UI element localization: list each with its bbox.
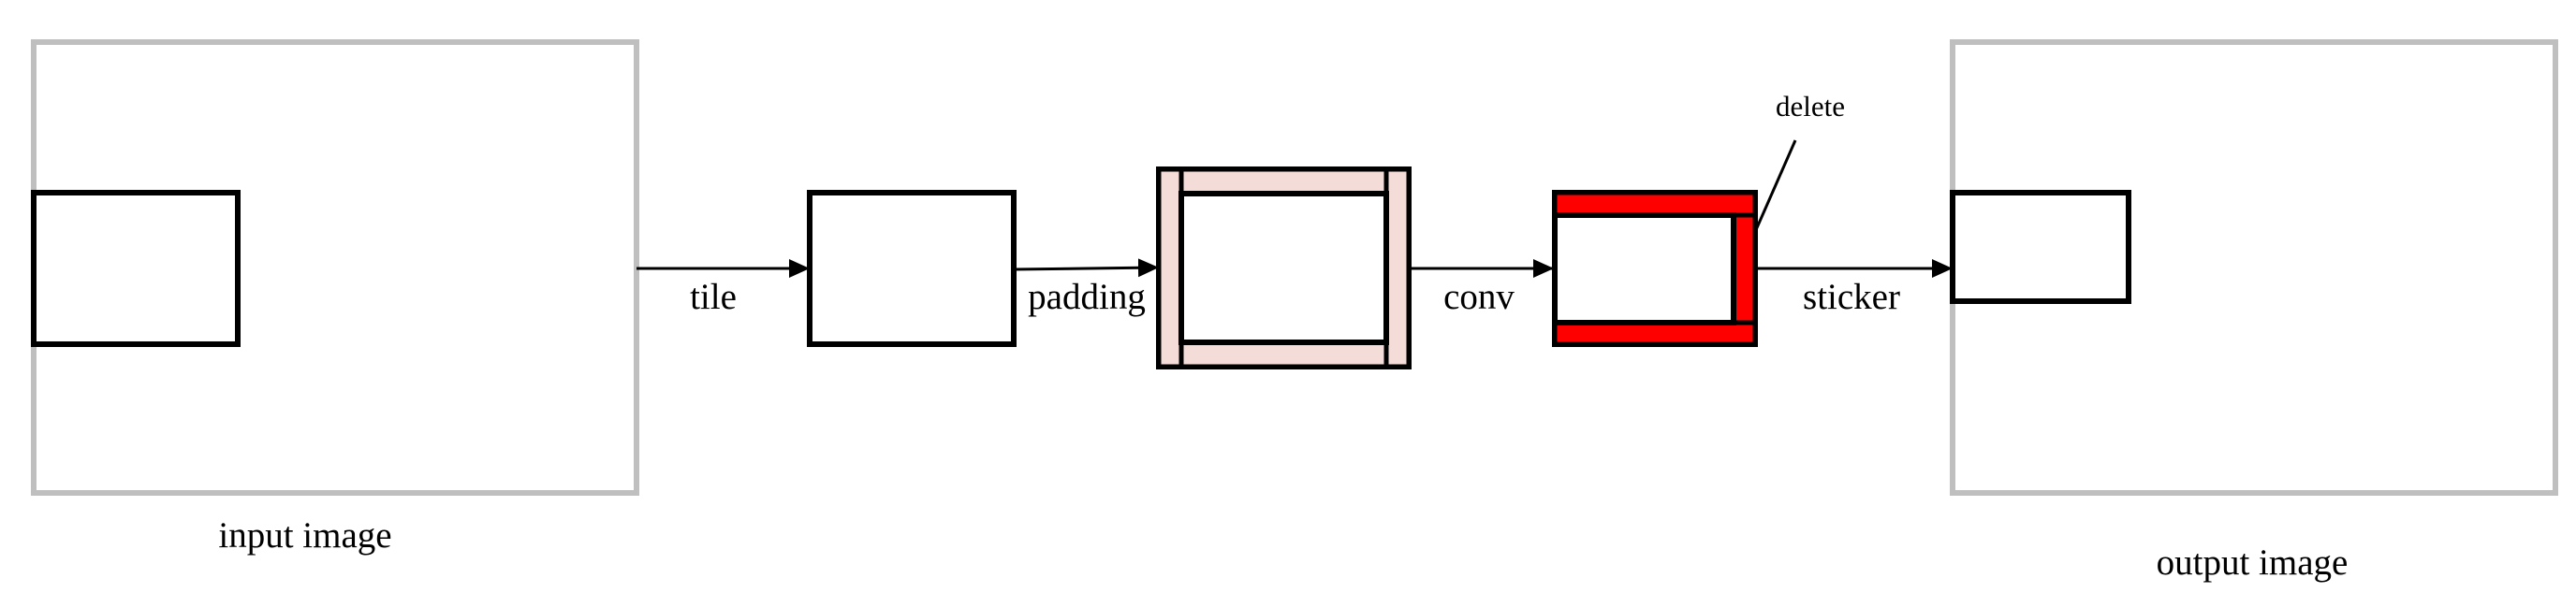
delete-callout-line xyxy=(1753,139,1797,233)
input-tile-box xyxy=(31,190,241,347)
tile-label: tile xyxy=(690,277,737,317)
output-tile-box xyxy=(1950,190,2131,304)
sticker-label: sticker xyxy=(1803,277,1900,317)
padding-label: padding xyxy=(1028,277,1146,317)
conv-label: conv xyxy=(1443,277,1515,317)
input-image-label: input image xyxy=(218,515,391,556)
tile-box xyxy=(807,190,1017,347)
conv-output-box xyxy=(1552,190,1758,347)
delete-label: delete xyxy=(1776,90,1845,123)
padding-arrow xyxy=(1013,258,1159,278)
output-image-label: output image xyxy=(2157,542,2349,583)
padded-tile-box xyxy=(1156,166,1412,369)
